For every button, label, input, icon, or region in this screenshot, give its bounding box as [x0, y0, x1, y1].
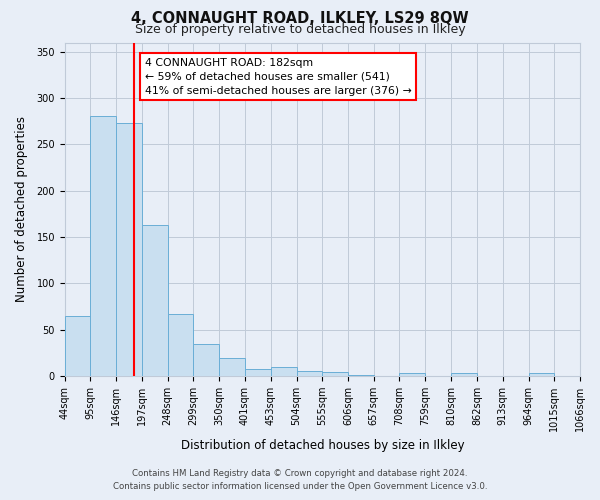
Bar [142, 225, 167, 376]
X-axis label: Distribution of detached houses by size in Ilkley: Distribution of detached houses by size … [181, 440, 464, 452]
Bar [580, 374, 600, 376]
Bar [348, 375, 374, 376]
Bar [91, 116, 116, 376]
Text: 4 CONNAUGHT ROAD: 182sqm
← 59% of detached houses are smaller (541)
41% of semi-: 4 CONNAUGHT ROAD: 182sqm ← 59% of detach… [145, 58, 412, 96]
Bar [65, 316, 91, 376]
Bar [167, 314, 193, 376]
Bar [219, 358, 245, 376]
Bar [451, 374, 477, 376]
Text: 4, CONNAUGHT ROAD, ILKLEY, LS29 8QW: 4, CONNAUGHT ROAD, ILKLEY, LS29 8QW [131, 11, 469, 26]
Text: Contains HM Land Registry data © Crown copyright and database right 2024.
Contai: Contains HM Land Registry data © Crown c… [113, 470, 487, 491]
Bar [322, 372, 348, 376]
Y-axis label: Number of detached properties: Number of detached properties [15, 116, 28, 302]
Text: Size of property relative to detached houses in Ilkley: Size of property relative to detached ho… [134, 22, 466, 36]
Bar [296, 372, 322, 376]
Bar [245, 368, 271, 376]
Bar [400, 374, 425, 376]
Bar [116, 123, 142, 376]
Bar [529, 374, 554, 376]
Bar [271, 367, 296, 376]
Bar [193, 344, 219, 376]
